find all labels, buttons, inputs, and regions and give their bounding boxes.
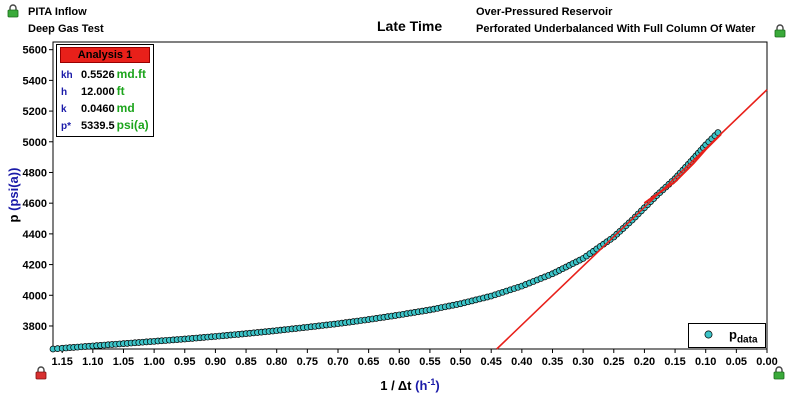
y-axis-ticks: 3800 4000 4200 4400 4600 4800 5000 5200 5400 5600 — [23, 45, 53, 333]
y-axis-title: p (psi(a)) — [6, 168, 21, 223]
x-axis-title-close: ) — [435, 378, 439, 393]
analysis-symbol: k — [61, 104, 67, 115]
x-axis-ticks: 1.15 1.10 1.05 1.00 0.95 0.90 0.85 0.80 0.75 0.70… — [51, 349, 778, 368]
x-tick-label: 0.95 — [174, 356, 195, 368]
header-completion: Perforated Underbalanced With Full Colum… — [476, 23, 756, 35]
x-tick-label: 0.05 — [726, 356, 747, 368]
analysis-row-k: k 0.0460 md — [61, 101, 135, 115]
analysis-symbol: p* — [61, 121, 71, 132]
x-tick-label: 0.50 — [450, 356, 471, 368]
x-tick-label: 0.65 — [358, 356, 379, 368]
fit-line — [496, 89, 768, 350]
analysis-unit: md — [116, 101, 135, 115]
lock-icon[interactable] — [34, 366, 48, 380]
x-tick-label: 0.40 — [511, 356, 532, 368]
lock-icon[interactable] — [773, 24, 787, 38]
x-axis-title: 1 / Δt (h-1) — [380, 377, 440, 393]
x-tick-label: 0.20 — [634, 356, 655, 368]
plot-area: 1.15 1.10 1.05 1.00 0.95 0.90 0.85 0.80 0.75 0.70… — [23, 41, 778, 368]
x-tick-label: 0.30 — [572, 356, 593, 368]
x-tick-label: 1.15 — [51, 356, 72, 368]
y-axis-title-unit: (psi(a)) — [6, 168, 21, 211]
x-tick-label: 0.60 — [389, 356, 410, 368]
legend-label-main: p — [729, 327, 737, 342]
x-axis-title-unit: (h — [415, 378, 427, 393]
header-well-name: PITA Inflow — [28, 6, 87, 18]
analysis-unit: md.ft — [116, 67, 146, 81]
analysis-value: 0.5526 — [81, 69, 115, 81]
x-tick-label: 0.90 — [205, 356, 226, 368]
legend-marker-diamond-icon — [704, 330, 713, 339]
plot-frame — [52, 41, 768, 350]
analysis-value: 5339.5 — [81, 120, 115, 132]
y-tick-label: 5600 — [23, 45, 47, 57]
legend[interactable]: pdata — [688, 323, 766, 348]
y-tick-label: 4600 — [23, 198, 47, 210]
x-tick-label: 1.10 — [82, 356, 103, 368]
y-axis-title-symbol: p — [6, 211, 21, 223]
derivative-tail-line — [643, 133, 722, 205]
analysis-row-pstar: p* 5339.5 psi(a) — [61, 118, 149, 132]
y-tick-label: 3800 — [23, 321, 47, 333]
y-tick-label: 5200 — [23, 106, 47, 118]
x-tick-label: 0.55 — [419, 356, 440, 368]
x-tick-label: 0.25 — [603, 356, 624, 368]
lock-icon[interactable] — [772, 366, 786, 380]
chart-title: Late Time — [377, 18, 443, 34]
legend-label: pdata — [729, 327, 758, 346]
y-tick-label: 4200 — [23, 260, 47, 272]
analysis-value: 0.0460 — [81, 103, 115, 115]
x-tick-label: 0.00 — [756, 356, 777, 368]
x-tick-label: 0.75 — [297, 356, 318, 368]
analysis-symbol: h — [61, 87, 68, 98]
header-reservoir: Over-Pressured Reservoir — [476, 6, 613, 18]
x-tick-label: 0.45 — [480, 356, 501, 368]
x-tick-label: 0.10 — [695, 356, 716, 368]
y-tick-label: 5400 — [23, 75, 47, 87]
x-tick-label: 0.80 — [266, 356, 287, 368]
legend-label-sub: data — [736, 334, 758, 346]
data-point — [714, 129, 722, 136]
analysis-panel[interactable]: Analysis 1 kh 0.5526 md.ft h 12.000 ft k 0.04… — [56, 44, 154, 137]
x-axis-title-exp: -1 — [427, 377, 435, 387]
lock-icon[interactable] — [6, 4, 20, 18]
fit-series — [496, 89, 768, 350]
header-test-name: Deep Gas Test — [28, 23, 104, 35]
x-axis-title-symbol: 1 / Δt — [380, 378, 415, 393]
x-tick-label: 1.05 — [113, 356, 134, 368]
analysis-row-kh: kh 0.5526 md.ft — [61, 67, 146, 81]
x-tick-label: 0.85 — [235, 356, 256, 368]
x-tick-label: 0.70 — [327, 356, 348, 368]
x-tick-label: 0.15 — [664, 356, 685, 368]
analysis-title: Analysis 1 — [60, 47, 150, 63]
analysis-unit: ft — [116, 84, 125, 98]
y-tick-label: 4400 — [23, 229, 47, 241]
analysis-symbol: kh — [61, 70, 73, 81]
x-tick-label: 1.00 — [143, 356, 164, 368]
analysis-row-h: h 12.000 ft — [61, 84, 125, 98]
y-tick-label: 4800 — [23, 167, 47, 179]
x-tick-label: 0.35 — [542, 356, 563, 368]
y-tick-label: 5000 — [23, 137, 47, 149]
data-series — [49, 129, 722, 353]
analysis-unit: psi(a) — [116, 118, 149, 132]
analysis-value: 12.000 — [81, 86, 115, 98]
y-tick-label: 4000 — [23, 290, 47, 302]
